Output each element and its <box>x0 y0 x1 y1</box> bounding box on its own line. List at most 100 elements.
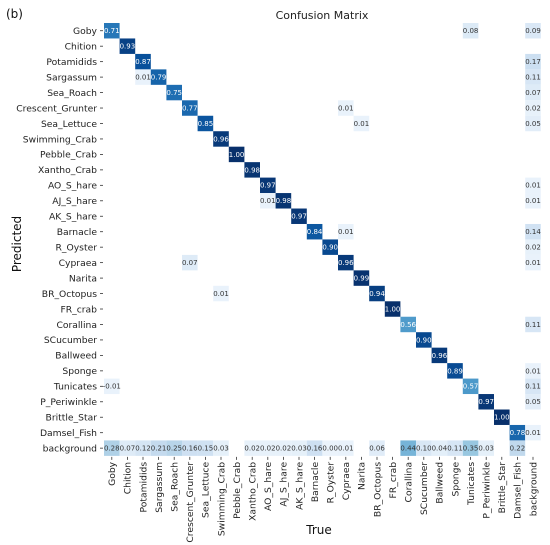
heatmap-cell <box>525 84 541 101</box>
cell-value-label: 0.02 <box>525 104 541 112</box>
cell-value-label: 0.28 <box>104 445 120 453</box>
cell-value-label: 0.98 <box>276 197 292 205</box>
cell-value-label: 0.96 <box>213 135 229 143</box>
x-tick-label: Goby <box>107 461 118 486</box>
heatmap-cell <box>447 440 463 456</box>
x-tick-label: R_Oyster <box>326 462 337 504</box>
heatmap-cell <box>104 440 120 456</box>
y-tick-label: Xantho_Crab <box>38 165 97 176</box>
heatmap-cell <box>275 440 292 456</box>
cell-value-label: 0.03 <box>291 445 307 453</box>
heatmap-cell <box>119 38 136 54</box>
cell-value-label: 0.01 <box>135 74 151 82</box>
chart-title: Confusion Matrix <box>276 9 369 22</box>
heatmap-cell <box>525 254 541 271</box>
heatmap-cell <box>416 440 432 456</box>
cell-value-label: 0.11 <box>447 445 463 453</box>
x-axis-label: True <box>305 523 332 537</box>
cell-value-label: 0.16 <box>307 445 323 453</box>
cell-value-label: 0.07 <box>525 89 541 97</box>
x-tick-label: Ballweed <box>435 462 446 504</box>
heatmap-cell <box>353 115 370 132</box>
heatmap-cell <box>260 177 276 194</box>
y-tick-label: Ballweed <box>55 351 97 362</box>
heatmap-cell <box>291 208 307 224</box>
heatmap-cell <box>431 347 448 364</box>
cell-value-label: 0.56 <box>400 321 416 329</box>
heatmap-cell <box>462 440 479 456</box>
heatmap-cell <box>478 394 494 410</box>
x-tick-label: Sea_Lettuce <box>201 462 212 518</box>
heatmap-cell <box>525 177 541 194</box>
heatmap-cell <box>182 100 198 116</box>
y-tick-label: Cypraea <box>59 258 97 269</box>
x-tick-label: Corallina <box>404 462 415 503</box>
cell-value-label: 0.08 <box>463 27 479 35</box>
heatmap-cell <box>213 285 229 302</box>
heatmap-cell <box>322 239 338 255</box>
cell-value-label: 0.03 <box>213 445 229 453</box>
cell-value-label: 1.00 <box>229 151 245 159</box>
cell-value-label: 0.90 <box>322 244 338 252</box>
y-tick-label: Swimming_Crab <box>23 134 97 145</box>
heatmap-cell <box>135 53 151 70</box>
cell-value-label: 0.78 <box>510 429 526 437</box>
cell-value-label: 0.71 <box>104 27 120 35</box>
heatmap-cell <box>431 440 448 456</box>
cell-value-label: 0.02 <box>525 244 541 252</box>
y-tick-label: AO_S_hare <box>48 181 97 192</box>
x-tick-label: AK_S_hare <box>294 462 305 510</box>
cell-value-label: 0.02 <box>244 445 260 453</box>
y-tick-label: AK_S_hare <box>49 212 97 223</box>
cell-value-label: 0.03 <box>478 445 494 453</box>
cell-value-label: 0.57 <box>463 383 479 391</box>
x-tick-label: Potamidids <box>138 462 149 513</box>
cell-value-label: 0.25 <box>166 445 182 453</box>
x-tick-label: Pebble_Crab <box>232 462 243 519</box>
heatmap-cell <box>525 239 541 255</box>
x-tick-label: SCucumber <box>419 462 430 515</box>
cell-value-label: 0.01 <box>338 445 354 453</box>
cell-value-label: 0.75 <box>166 89 182 97</box>
x-tick-label: background <box>528 462 539 516</box>
x-tick-label: Chition <box>123 462 134 495</box>
x-tick-label: Xantho_Crab <box>248 462 259 521</box>
heatmap-cell <box>260 440 276 456</box>
heatmap-cell <box>369 440 385 456</box>
cell-value-label: 0.05 <box>525 398 541 406</box>
cell-value-label: 0.11 <box>525 321 541 329</box>
x-tick-label: AO_S_hare <box>263 462 274 511</box>
x-tick-label: Brittle_Star <box>497 462 508 514</box>
x-tick-label: Damsel_Fish <box>513 462 524 519</box>
cell-value-label: 0.44 <box>400 445 416 453</box>
x-tick-label: Narita <box>357 462 368 490</box>
heatmap-cell <box>525 53 541 70</box>
cell-value-label: -0.01 <box>103 383 121 391</box>
y-tick-label: Goby <box>73 26 98 37</box>
cell-value-label: 0.99 <box>354 274 370 282</box>
x-tick-label: Sargassum <box>154 462 165 513</box>
cell-value-label: 0.97 <box>478 398 494 406</box>
cell-value-label: 0.11 <box>525 383 541 391</box>
x-tick-label: Sponge <box>450 462 461 497</box>
cell-value-label: 0.96 <box>338 259 354 267</box>
cell-value-label: 0.01 <box>525 429 541 437</box>
heatmap-cell <box>291 440 307 456</box>
heatmap-cell <box>244 162 260 178</box>
cell-value-label: 0.07 <box>120 445 136 453</box>
cell-value-label: 0.77 <box>182 104 198 112</box>
cell-value-label: 0.21 <box>151 445 167 453</box>
cell-value-label: 0.00 <box>322 445 338 453</box>
cell-value-label: 0.01 <box>525 259 541 267</box>
heatmap-cell <box>135 69 151 85</box>
cell-value-label: 0.01 <box>525 197 541 205</box>
heatmap-cell <box>525 115 541 132</box>
y-tick-label: Sargassum <box>46 72 97 83</box>
panel-label: (b) <box>6 7 23 21</box>
y-tick-label: Barnacle <box>57 227 98 238</box>
y-tick-label: Crescent_Grunter <box>16 103 97 114</box>
cell-value-label: 0.87 <box>135 58 151 66</box>
y-tick-label: Narita <box>69 273 97 284</box>
x-tick-label: P_Periwinkle <box>482 462 493 519</box>
heatmap-cell <box>260 193 276 209</box>
